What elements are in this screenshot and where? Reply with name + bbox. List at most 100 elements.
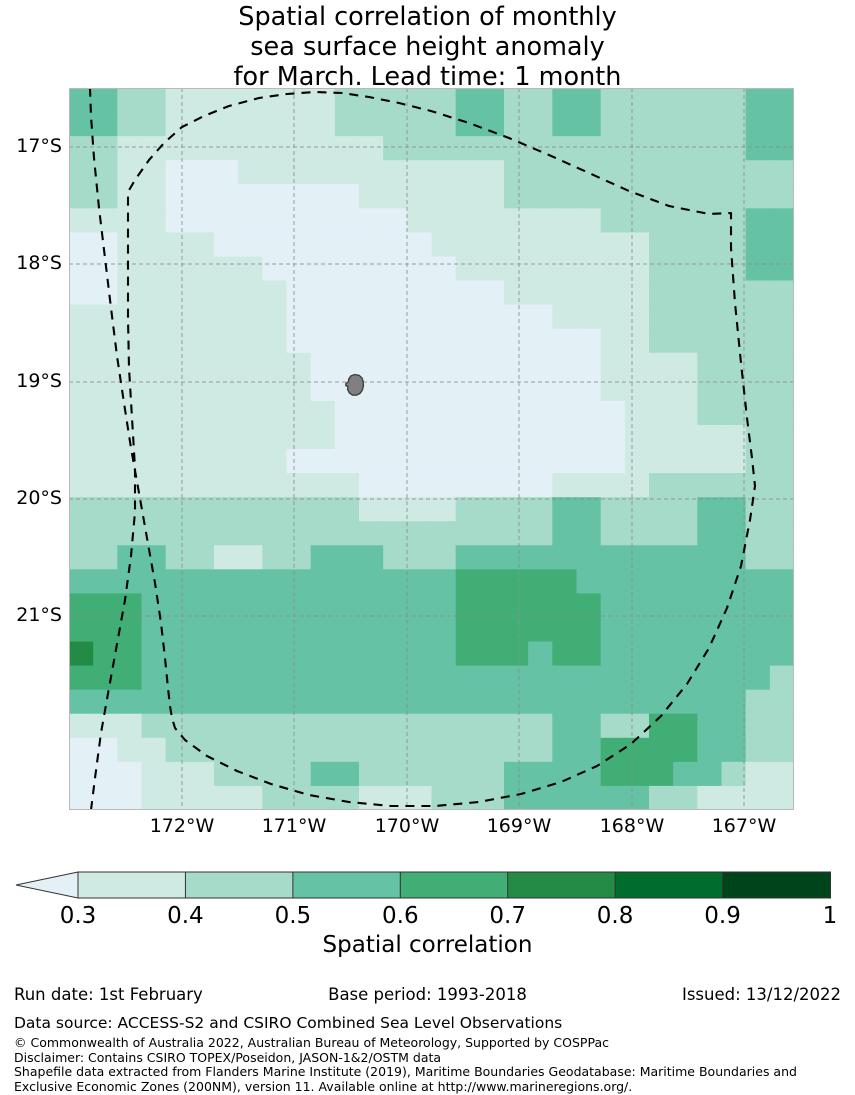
- heatmap-cell: [310, 689, 336, 715]
- heatmap-cell: [504, 88, 529, 113]
- heatmap-cell: [431, 737, 457, 763]
- heatmap-cell: [504, 737, 529, 763]
- heatmap-cell: [673, 569, 698, 594]
- heatmap-cell: [141, 160, 167, 185]
- heatmap-cell: [238, 424, 263, 450]
- heatmap-cell: [600, 497, 626, 522]
- heatmap-cell: [479, 376, 505, 402]
- heatmap-cell: [117, 304, 143, 330]
- heatmap-cell: [117, 641, 143, 667]
- heatmap-cell: [214, 304, 239, 330]
- colorbar-bin: [77, 871, 187, 899]
- heatmap-cell: [600, 304, 626, 330]
- heatmap-cell: [189, 376, 215, 402]
- heatmap-cell: [479, 208, 505, 233]
- heatmap-cell: [407, 641, 433, 667]
- heatmap-cell: [431, 280, 457, 306]
- heatmap-cell: [165, 761, 191, 787]
- heatmap-cell: [262, 785, 288, 810]
- heatmap-cell: [649, 593, 674, 619]
- heatmap-cell: [504, 545, 529, 570]
- heatmap-cell: [310, 521, 336, 546]
- heatmap-cell: [189, 641, 215, 667]
- heatmap-cell: [673, 593, 698, 619]
- heatmap-cell: [600, 689, 626, 715]
- heatmap-cell: [552, 785, 578, 810]
- heatmap-cell: [504, 497, 529, 522]
- heatmap-cell: [334, 232, 360, 258]
- heatmap-cell: [479, 449, 505, 474]
- heatmap-cell: [69, 424, 94, 450]
- heatmap-cell: [117, 328, 143, 354]
- heatmap-cell: [165, 160, 191, 185]
- heatmap-cell: [238, 569, 263, 594]
- heatmap-cell: [528, 376, 553, 402]
- heatmap-cell: [141, 641, 167, 667]
- heatmap-cell: [286, 400, 312, 426]
- heatmap-cell: [93, 497, 118, 522]
- heatmap-cell: [431, 352, 457, 378]
- heatmap-cell: [431, 232, 457, 258]
- y-tick-label-3: 20°S: [16, 487, 62, 509]
- heatmap-cell: [189, 112, 215, 137]
- heatmap-cell: [214, 88, 239, 113]
- heatmap-cell: [721, 184, 747, 209]
- colorbar-tick-4: 0.7: [489, 903, 526, 929]
- heatmap-cell: [286, 136, 312, 161]
- heatmap-cell: [552, 473, 578, 498]
- heatmap-cell: [117, 737, 143, 763]
- heatmap-cell: [721, 497, 747, 522]
- heatmap-cell: [383, 665, 408, 691]
- heatmap-cell: [455, 497, 481, 522]
- colorbar-bin: [292, 871, 402, 899]
- heatmap-cell: [407, 569, 433, 594]
- heatmap-cell: [262, 112, 288, 137]
- heatmap-cell: [504, 304, 529, 330]
- heatmap-cell: [286, 424, 312, 450]
- heatmap-cell: [117, 689, 143, 715]
- heatmap-cell: [286, 112, 312, 137]
- heatmap-cell: [69, 593, 94, 619]
- heatmap-cell: [697, 737, 723, 763]
- heatmap-cell: [407, 232, 433, 258]
- heatmap-cell: [673, 136, 698, 161]
- heatmap-cell: [479, 256, 505, 282]
- heatmap-cell: [238, 785, 263, 810]
- heatmap-cell: [141, 737, 167, 763]
- heatmap-cell: [141, 497, 167, 522]
- heatmap-cell: [214, 424, 239, 450]
- heatmap-cell: [479, 304, 505, 330]
- heatmap-cell: [359, 256, 384, 282]
- heatmap-cell: [600, 88, 626, 113]
- heatmap-cell: [431, 641, 457, 667]
- heatmap-cell: [769, 473, 794, 498]
- heatmap-cell: [576, 785, 602, 810]
- heatmap-cell: [310, 400, 336, 426]
- heatmap-cell: [238, 184, 263, 209]
- heatmap-cell: [745, 449, 771, 474]
- heatmap-cell: [576, 569, 602, 594]
- heatmap-cell: [141, 449, 167, 474]
- heatmap-cell: [745, 593, 771, 619]
- heatmap-cell: [649, 641, 674, 667]
- heatmap-cell: [552, 376, 578, 402]
- heatmap-cell: [504, 280, 529, 306]
- heatmap-cell: [310, 713, 336, 739]
- heatmap-cell: [117, 136, 143, 161]
- heatmap-cell: [649, 689, 674, 715]
- heatmap-cell: [745, 689, 771, 715]
- heatmap-cell: [721, 160, 747, 185]
- heatmap-cell: [310, 376, 336, 402]
- heatmap-cell: [697, 160, 723, 185]
- heatmap-cell: [238, 208, 263, 233]
- heatmap-cell: [624, 641, 650, 667]
- heatmap-cell: [262, 617, 288, 643]
- heatmap-cell: [238, 160, 263, 185]
- heatmap-cell: [69, 761, 94, 787]
- heatmap-cell: [745, 136, 771, 161]
- colorbar-tick-6: 0.9: [704, 903, 741, 929]
- heatmap-cell: [189, 473, 215, 498]
- heatmap-cell: [93, 593, 118, 619]
- heatmap-cell: [479, 160, 505, 185]
- heatmap-cell: [334, 280, 360, 306]
